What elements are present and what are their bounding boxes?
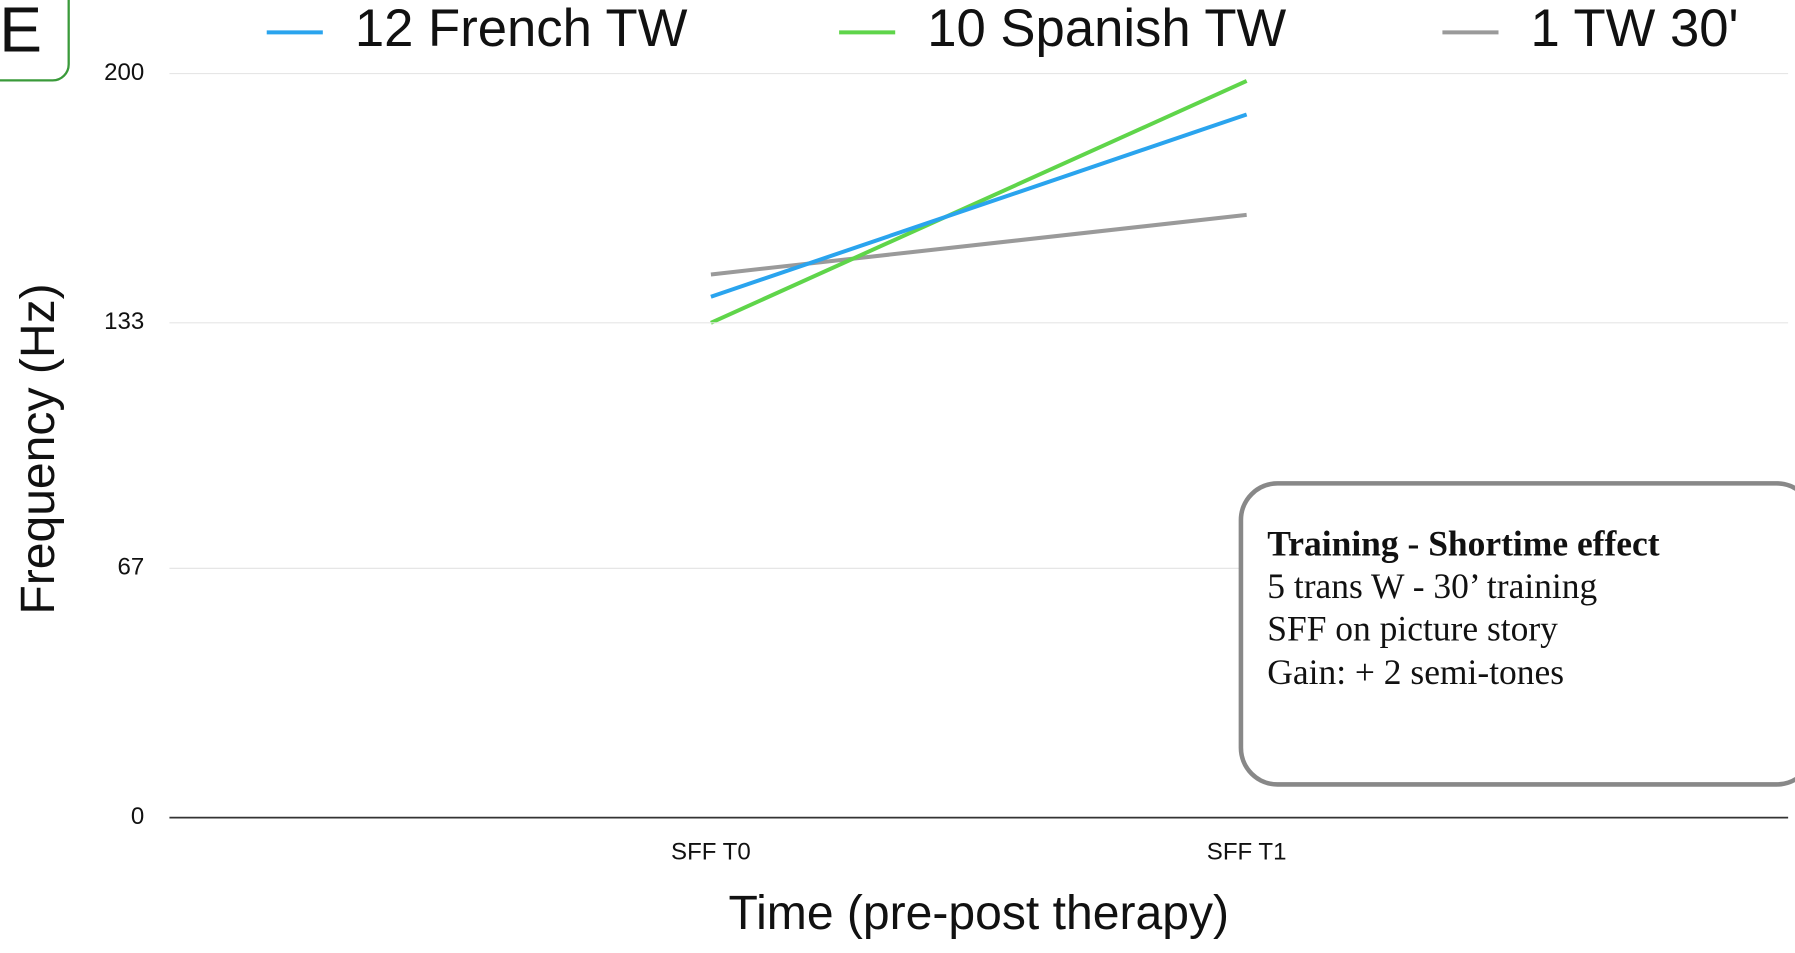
panel-label-box — [0, 0, 70, 82]
legend-label: 1 TW 30' — [1531, 0, 1739, 58]
y-tick-label: 0 — [131, 803, 144, 830]
annotation-title: Training - Shortime effect — [1267, 524, 1660, 564]
x-axis-label: Time (pre-post therapy) — [729, 886, 1230, 940]
annotation-line: 5 trans W - 30’ training — [1267, 566, 1597, 606]
legend-label: 10 Spanish TW — [927, 0, 1286, 58]
annotation-box — [1238, 481, 1795, 787]
legend-label: 12 French TW — [355, 0, 688, 58]
annotation-line: SFF on picture story — [1267, 608, 1558, 648]
series-line — [710, 212, 1247, 277]
series-line — [710, 112, 1248, 299]
panel-label: E — [0, 0, 42, 66]
y-axis-label: Frequency (Hz) — [11, 283, 65, 614]
y-tick-label: 200 — [104, 59, 144, 86]
series-line — [710, 79, 1248, 325]
x-tick-label: SFF T1 — [1207, 838, 1287, 865]
annotation-line: Gain: + 2 semi-tones — [1267, 652, 1564, 692]
x-tick-label: SFF T0 — [671, 838, 751, 865]
y-tick-label: 133 — [104, 308, 144, 335]
y-tick-label: 67 — [118, 554, 145, 581]
